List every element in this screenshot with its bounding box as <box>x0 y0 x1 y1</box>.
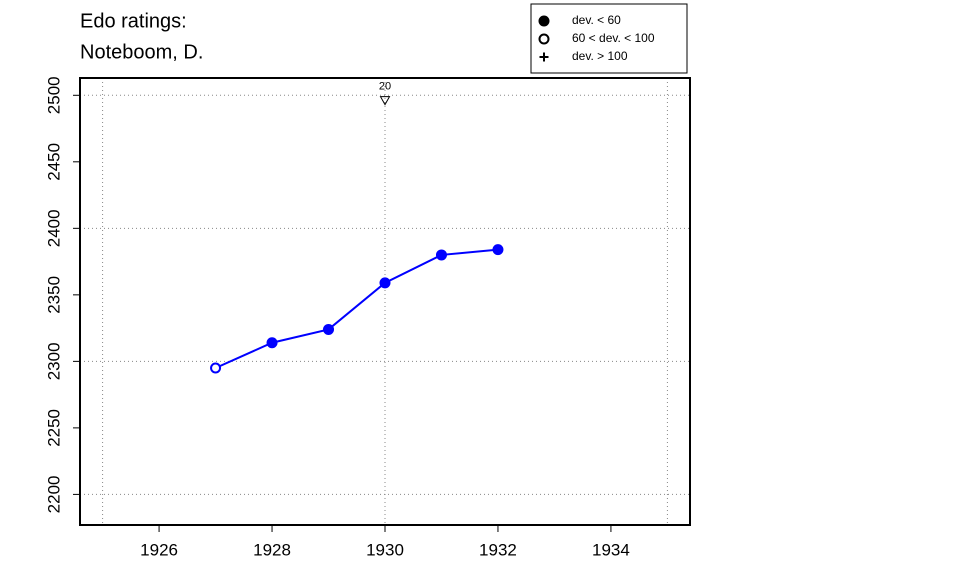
annotation-marker <box>379 96 391 106</box>
x-tick-label: 1932 <box>479 540 517 559</box>
chart-subtitle: Noteboom, D. <box>80 41 203 63</box>
x-tick-label: 1930 <box>366 540 404 559</box>
point <box>266 337 278 349</box>
legend-label: 60 < dev. < 100 <box>572 31 655 45</box>
x-tick-label: 1926 <box>140 540 178 559</box>
legend-symbol <box>538 33 550 45</box>
legend-label: dev. > 100 <box>572 49 628 63</box>
point <box>435 249 447 261</box>
x-tick-label: 1934 <box>592 540 630 559</box>
y-tick-label: 2450 <box>44 143 63 181</box>
y-tick-label: 2250 <box>44 409 63 447</box>
y-tick-label: 2300 <box>44 342 63 380</box>
chart-title: Edo ratings: <box>80 10 187 32</box>
legend-label: dev. < 60 <box>572 13 621 27</box>
plot-frame <box>79 77 691 526</box>
annotation-label: 20 <box>379 81 391 93</box>
x-tick-label: 1928 <box>253 540 291 559</box>
point <box>379 277 391 289</box>
y-tick-label: 2200 <box>44 475 63 513</box>
series-line <box>215 248 499 369</box>
legend-symbol <box>538 15 550 27</box>
point <box>210 362 222 374</box>
point <box>492 244 504 256</box>
legend-box <box>530 3 688 74</box>
y-tick-label: 2400 <box>44 209 63 247</box>
y-tick-label: 2350 <box>44 276 63 314</box>
point <box>323 323 335 335</box>
y-tick-label: 2500 <box>44 76 63 114</box>
